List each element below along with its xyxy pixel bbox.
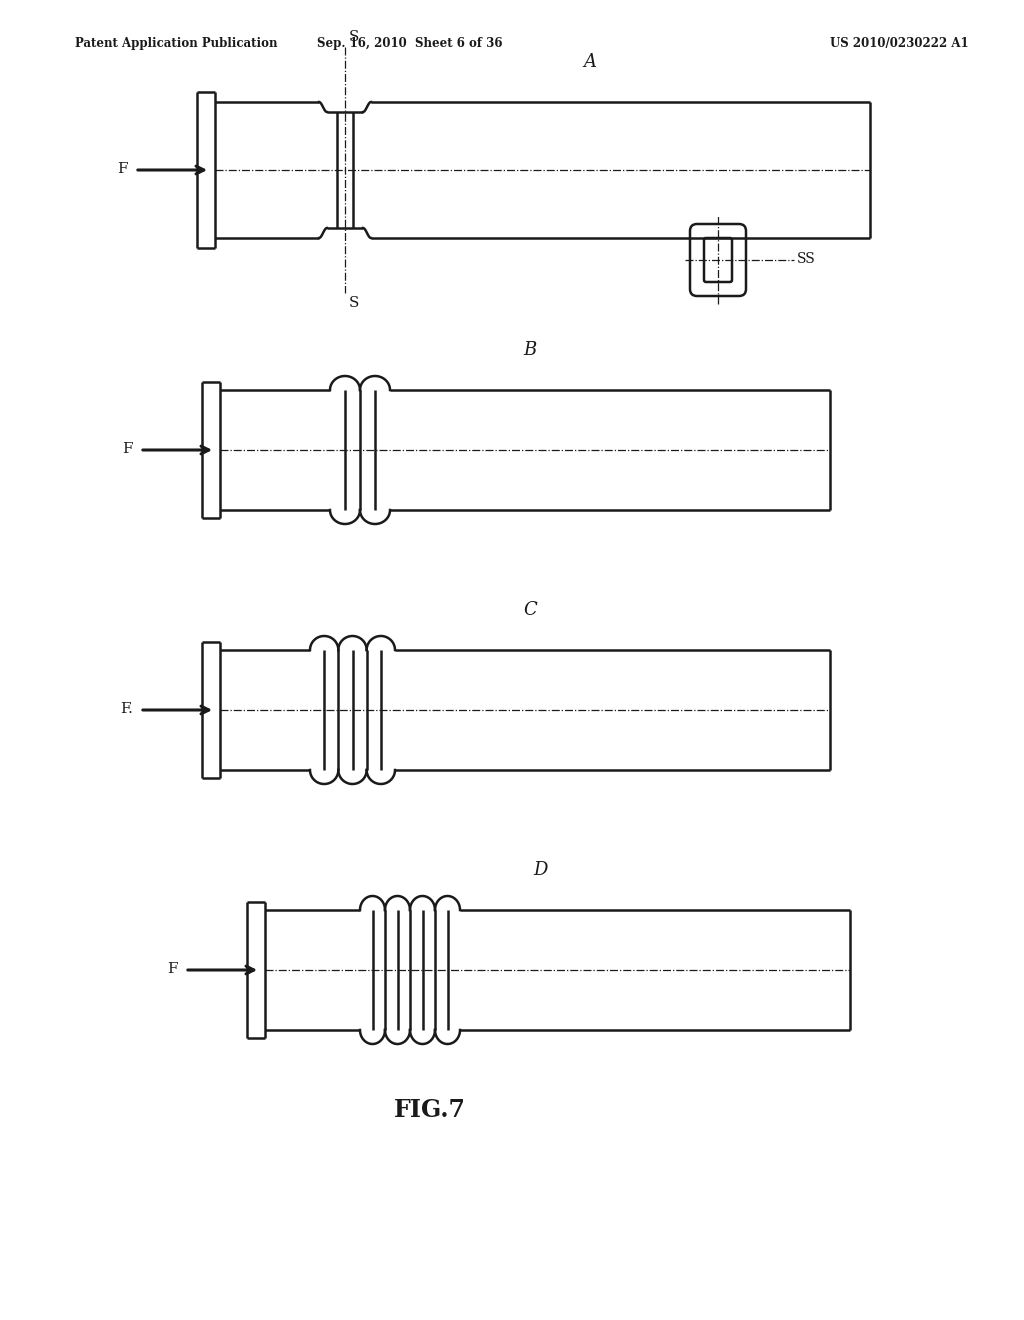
- Text: SS: SS: [797, 252, 816, 267]
- Text: FIG.7: FIG.7: [394, 1098, 466, 1122]
- Text: Sep. 16, 2010  Sheet 6 of 36: Sep. 16, 2010 Sheet 6 of 36: [317, 37, 503, 50]
- Text: Patent Application Publication: Patent Application Publication: [75, 37, 278, 50]
- Text: A: A: [584, 53, 597, 71]
- Text: F.: F.: [120, 702, 133, 715]
- Text: F: F: [118, 162, 128, 176]
- Text: S: S: [349, 30, 359, 44]
- Text: S: S: [349, 296, 359, 310]
- Text: F: F: [123, 442, 133, 455]
- Text: B: B: [523, 341, 537, 359]
- Text: F: F: [168, 962, 178, 975]
- Text: C: C: [523, 601, 537, 619]
- FancyBboxPatch shape: [705, 238, 732, 282]
- Text: D: D: [532, 861, 547, 879]
- Text: US 2010/0230222 A1: US 2010/0230222 A1: [830, 37, 969, 50]
- FancyBboxPatch shape: [690, 224, 746, 296]
